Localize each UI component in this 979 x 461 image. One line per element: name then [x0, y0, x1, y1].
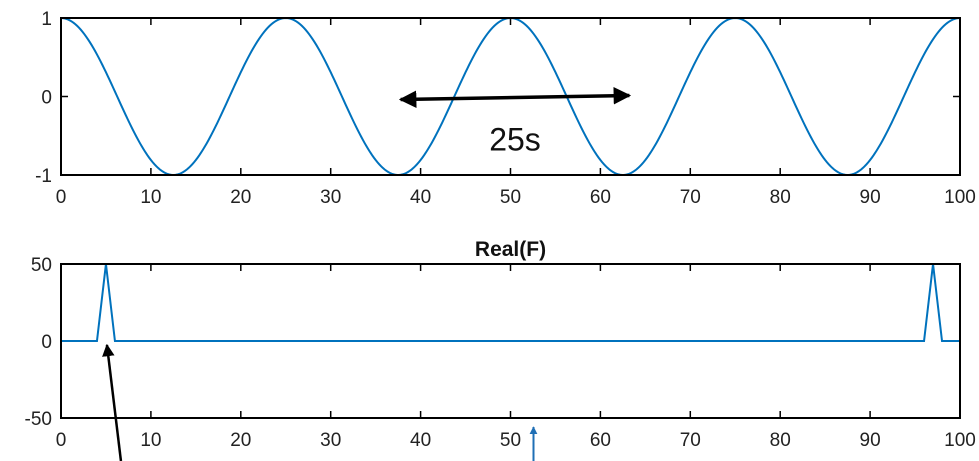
- y-tick-label: -1: [35, 166, 52, 187]
- x-tick-label: 70: [680, 430, 701, 451]
- y-tick-label: 0: [41, 332, 52, 353]
- y-tick-label: 1: [41, 9, 52, 30]
- x-tick-label: 70: [680, 187, 701, 208]
- plot-frame: [60, 17, 961, 176]
- x-tick-label: 80: [770, 187, 791, 208]
- x-tick-label: 80: [770, 430, 791, 451]
- x-tick-labels: 0 10 20 30 40 50 60 70 80 90 100: [56, 430, 976, 451]
- y-tick-label: 50: [31, 255, 52, 276]
- x-tick-label: 100: [944, 430, 976, 451]
- x-tick-label: 40: [410, 430, 431, 451]
- x-tick-label: 60: [590, 187, 611, 208]
- x-tick-label: 40: [410, 187, 431, 208]
- y-tick-label: 0: [41, 88, 52, 109]
- x-tick-label: 0: [56, 430, 67, 451]
- peak-pointer-arrow: [102, 343, 123, 461]
- x-tick-label: 0: [56, 187, 67, 208]
- x-tick-label: 30: [320, 430, 341, 451]
- x-tick-label: 20: [230, 430, 251, 451]
- x-tick-label: 100: [944, 187, 976, 208]
- x-tick-label: 90: [860, 187, 881, 208]
- plot-frame: [60, 263, 961, 419]
- y-tick-labels: -50 0 50: [25, 255, 52, 430]
- x-tick-label: 50: [500, 430, 521, 451]
- real-f-series-line: [61, 263, 960, 342]
- y-tick-labels: -1 0 1: [35, 9, 52, 187]
- x-tick-label: 10: [140, 430, 161, 451]
- x-tick-label: 50: [500, 187, 521, 208]
- chart-title: Real(F): [475, 238, 546, 261]
- y-tick-label: -50: [25, 409, 52, 430]
- x-tick-labels: 0 10 20 30 40 50 60 70 80 90 100: [56, 187, 976, 208]
- period-double-arrow: [398, 87, 632, 108]
- cosine-plot-panel: -101 0 10 20 30 40 50 60 70 80 90 100 25s: [35, 9, 976, 208]
- x-tick-label: 30: [320, 187, 341, 208]
- x-tick-label: 90: [860, 430, 881, 451]
- x-tick-label: 20: [230, 187, 251, 208]
- x-tick-label: 60: [590, 430, 611, 451]
- x-tick-label: 10: [140, 187, 161, 208]
- period-annotation-label: 25s: [489, 122, 541, 158]
